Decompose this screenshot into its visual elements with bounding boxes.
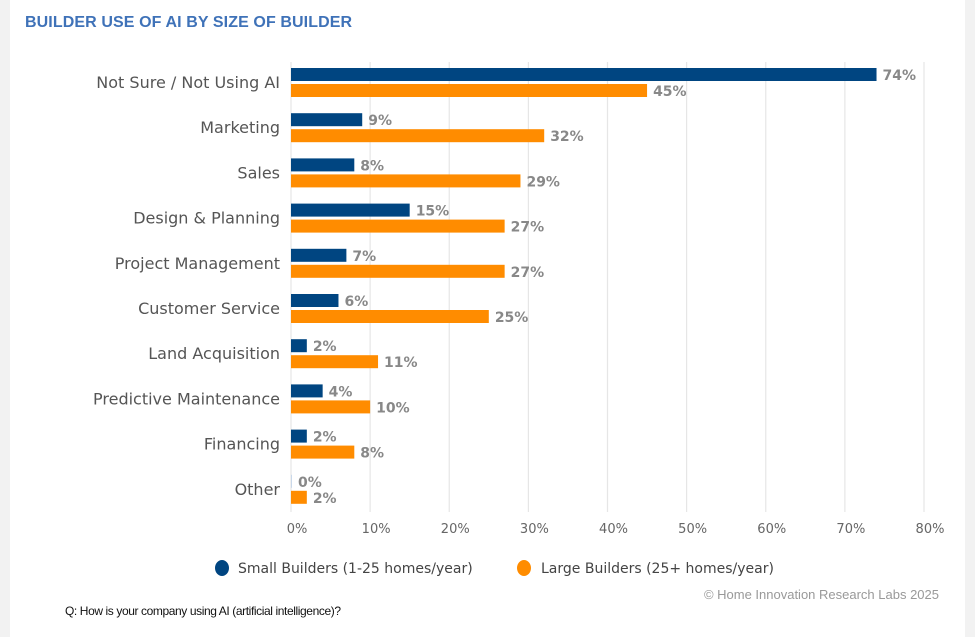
x-tick-label: 60% — [757, 522, 786, 537]
category-label: Predictive Maintenance — [93, 389, 280, 408]
data-label: 6% — [344, 294, 368, 310]
data-label: 0% — [298, 475, 322, 491]
bar-small-builders — [291, 294, 339, 307]
bar-large-builders — [291, 445, 355, 459]
survey-question: Q: How is your company using AI (artific… — [65, 604, 341, 618]
data-label: 32% — [550, 129, 584, 145]
x-tick-label: 80% — [916, 522, 945, 537]
category-label: Financing — [204, 435, 280, 454]
data-label: 2% — [313, 491, 337, 507]
labels: 0% 10% 20% 30% 40% 50% 60% 70% 80% Not Sure / Not… — [93, 68, 944, 537]
data-label: 8% — [360, 158, 384, 174]
bar-large-builders — [291, 264, 505, 278]
bar-small-builders — [291, 384, 323, 398]
data-label: 45% — [653, 84, 687, 100]
legend-label: Large Builders (25+ homes/year) — [541, 561, 774, 577]
x-tick-label: 30% — [520, 522, 549, 537]
data-label: 74% — [883, 68, 917, 84]
data-label: 29% — [526, 174, 560, 190]
bar-large-builders — [291, 129, 545, 143]
bar-large-builders — [291, 219, 505, 233]
x-tick-label: 20% — [441, 522, 470, 537]
data-label: 9% — [368, 113, 392, 129]
bar-small-builders — [291, 429, 307, 443]
category-label: Project Management — [115, 254, 280, 273]
category-label: Customer Service — [138, 299, 280, 318]
bar-small-builders — [291, 113, 363, 127]
data-label: 15% — [416, 204, 450, 220]
category-label: Land Acquisition — [148, 344, 280, 363]
data-label: 2% — [313, 430, 337, 446]
bar-large-builders — [291, 355, 379, 369]
data-label: 2% — [313, 339, 337, 355]
data-label: 8% — [360, 446, 384, 462]
x-tick-label: 70% — [836, 522, 865, 537]
chart-title: BUILDER USE OF AI BY SIZE OF BUILDER — [25, 14, 353, 31]
bar-small-builders — [291, 474, 292, 488]
category-label: Not Sure / Not Using AI — [96, 73, 280, 92]
bars — [291, 68, 877, 504]
bar-small-builders — [291, 339, 307, 353]
bar-small-builders — [291, 203, 410, 217]
legend-marker-small — [215, 560, 229, 576]
x-tick-label: 10% — [362, 522, 391, 537]
legend-marker-large — [517, 560, 531, 576]
legend-label: Small Builders (1-25 homes/year) — [238, 561, 473, 577]
bar-small-builders — [291, 158, 355, 172]
bar-large-builders — [291, 310, 489, 323]
bar-small-builders — [291, 68, 877, 81]
data-label: 7% — [352, 249, 376, 265]
bar-large-builders — [291, 84, 648, 97]
legend: Small Builders (1-25 homes/year) Large Bu… — [215, 560, 774, 577]
copyright-credit: © Home Innovation Research Labs 2025 — [703, 587, 939, 602]
bar-small-builders — [291, 248, 347, 262]
bar-large-builders — [291, 490, 307, 504]
category-label: Other — [235, 480, 281, 499]
x-tick-label: 40% — [599, 522, 628, 537]
data-label: 27% — [511, 220, 545, 236]
data-label: 25% — [495, 310, 529, 326]
bar-large-builders — [291, 400, 371, 414]
category-label: Marketing — [200, 118, 280, 137]
category-label: Sales — [237, 163, 280, 182]
x-tick-label: 50% — [678, 522, 707, 537]
x-tick-label: 0% — [287, 522, 308, 537]
data-label: 4% — [329, 384, 353, 400]
data-label: 11% — [384, 355, 418, 371]
category-label: Design & Planning — [133, 209, 280, 228]
bar-large-builders — [291, 174, 521, 188]
data-label: 27% — [511, 265, 545, 281]
data-label: 10% — [376, 400, 410, 416]
